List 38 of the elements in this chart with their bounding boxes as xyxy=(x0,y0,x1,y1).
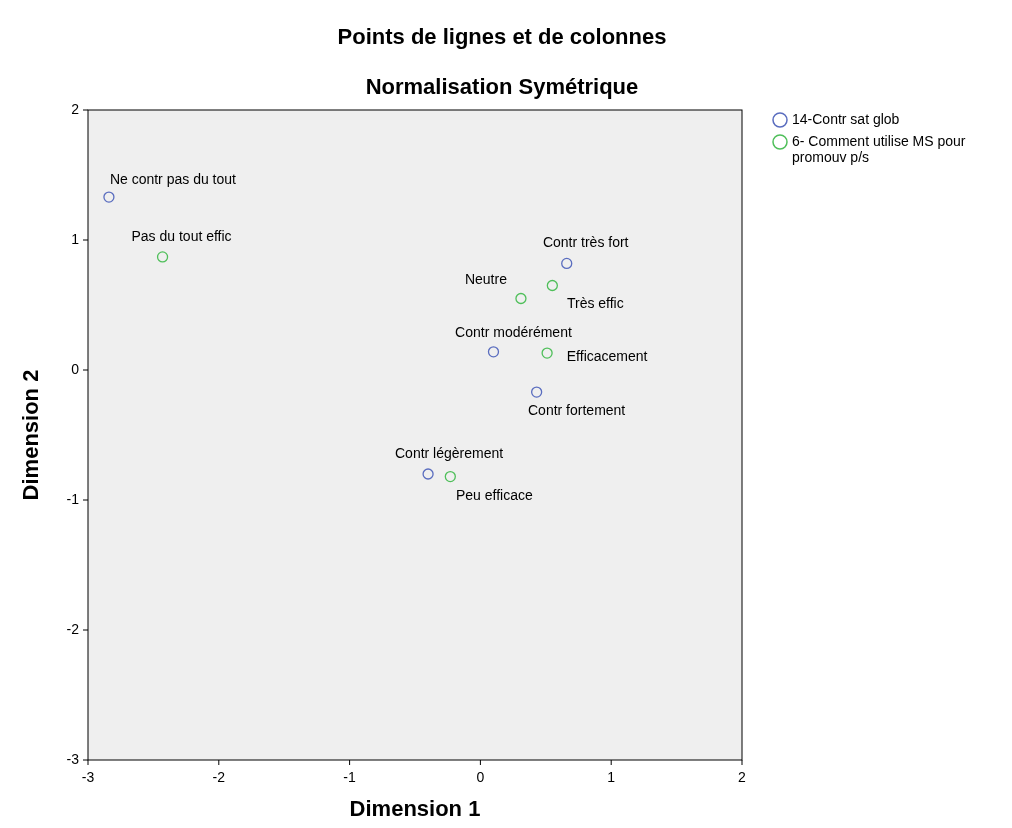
point xyxy=(156,251,169,263)
y-tick-label: -3 xyxy=(66,750,80,767)
annotation: Très effic xyxy=(566,295,624,312)
y-tick-label: 1 xyxy=(71,230,80,247)
annotation: Neutre xyxy=(464,271,508,288)
point xyxy=(546,279,558,292)
annotation: Contr modérément xyxy=(455,323,572,340)
annotation: Contr très fort xyxy=(542,234,629,251)
annotation: Contr fortement xyxy=(528,401,626,418)
annotation: Contr légèrement xyxy=(394,444,504,461)
y-tick-label: -2 xyxy=(66,620,80,637)
point xyxy=(515,292,527,305)
annotation: Efficacement xyxy=(566,347,648,364)
x-tick-label: 2 xyxy=(738,769,747,785)
legend-label: 14-Contr sat glob xyxy=(792,110,900,127)
chart-title: Points de lignes et de colonnes xyxy=(337,24,667,49)
point xyxy=(422,468,434,480)
x-tick-label: 0 xyxy=(476,769,485,785)
point xyxy=(103,191,115,203)
point xyxy=(530,386,543,398)
x-tick-label: -1 xyxy=(343,769,357,785)
y-tick-label: 2 xyxy=(71,100,80,117)
legend-label: 6- Comment utilise MS pour promouv p/s xyxy=(792,132,966,165)
x-tick-label: -3 xyxy=(81,769,95,785)
point xyxy=(541,347,553,359)
annotation: Pas du tout effic xyxy=(131,227,232,244)
y-axis-title: Dimension 2 xyxy=(18,369,43,501)
annotation: Ne contr pas du tout xyxy=(109,170,237,187)
y-tick-label: -1 xyxy=(66,490,80,507)
y-tick-label: 0 xyxy=(71,360,80,377)
point xyxy=(561,257,573,270)
point xyxy=(487,346,500,358)
x-tick-label: 1 xyxy=(607,769,616,785)
x-tick-label: -2 xyxy=(212,769,226,785)
point xyxy=(444,470,456,483)
chart-subtitle: Normalisation Symétrique xyxy=(365,74,639,99)
x-axis-title: Dimension 1 xyxy=(349,796,481,821)
annotation: Peu efficace xyxy=(455,487,533,504)
